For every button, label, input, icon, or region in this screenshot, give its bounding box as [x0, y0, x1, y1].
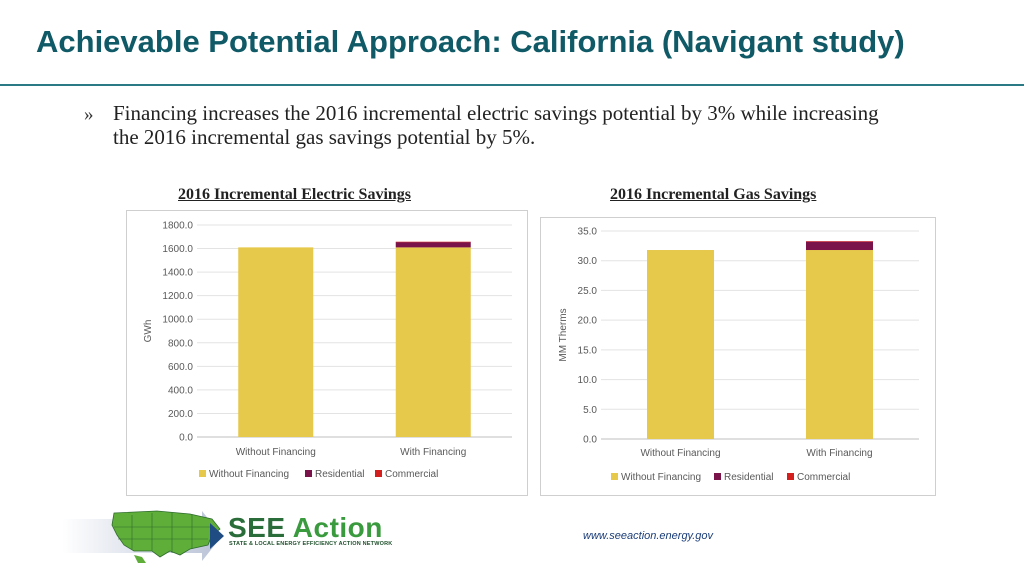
- bar-segment: [395, 247, 471, 437]
- electric-chart-svg: 0.0 200.0 400.0 600.0 800.0 1000.0 1200.0 1400.…: [143, 221, 512, 480]
- legend-swatch: [375, 470, 382, 477]
- bar-segment: [395, 242, 471, 248]
- logo-word-action: Action: [292, 512, 383, 543]
- y-tick-label: 800.0: [168, 338, 193, 349]
- legend-entry: Without Financing: [621, 472, 701, 483]
- x-category-label: Without Financing: [640, 448, 720, 459]
- electric-chart-title: 2016 Incremental Electric Savings: [178, 186, 412, 203]
- legend-swatch: [199, 470, 206, 477]
- y-tick-label: 20.0: [578, 316, 598, 327]
- y-tick-label: 0.0: [583, 435, 597, 446]
- x-category-label: With Financing: [806, 448, 872, 459]
- see-action-logo: [62, 510, 224, 563]
- electric-chart: 0.0 200.0 400.0 600.0 800.0 1000.0 1200.0 1400.…: [126, 210, 528, 496]
- bar-segment: [806, 250, 873, 439]
- logo-tagline: STATE & LOCAL ENERGY EFFICIENCY ACTION N…: [229, 541, 393, 547]
- logo-wordmark: SEE Action: [228, 512, 383, 544]
- y-tick-label: 200.0: [168, 409, 193, 420]
- us-map-borders: [114, 513, 212, 553]
- legend-entry: Commercial: [797, 472, 850, 483]
- legend-entry: Commercial: [385, 469, 438, 480]
- bar-segment: [806, 241, 873, 251]
- website-url[interactable]: www.seeaction.energy.gov: [583, 530, 714, 542]
- y-tick-label: 1600.0: [162, 244, 193, 255]
- title-divider: [0, 84, 1024, 86]
- y-tick-label: 30.0: [578, 256, 598, 267]
- y-tick-label: 0.0: [179, 433, 193, 444]
- y-tick-label: 600.0: [168, 362, 193, 373]
- legend-entry: Residential: [315, 469, 364, 480]
- y-tick-label: 400.0: [168, 385, 193, 396]
- y-tick-label: 15.0: [578, 345, 598, 356]
- y-tick-label: 1800.0: [162, 221, 193, 232]
- y-tick-label: 5.0: [583, 405, 597, 416]
- logo-word-see: SEE: [228, 512, 286, 543]
- gas-chart-title: 2016 Incremental Gas Savings: [610, 186, 817, 203]
- bar-segment: [395, 241, 471, 243]
- logo-arrow-head-icon: [210, 523, 224, 549]
- y-tick-label: 1400.0: [162, 268, 193, 279]
- us-map-island-icon: [134, 555, 146, 563]
- gas-chart-svg: 0.0 5.0 10.0 15.0 20.0 25.0 30.0 35.0 MM Therms W…: [558, 227, 919, 483]
- bullet-text: Financing increases the 2016 incremental…: [113, 101, 879, 149]
- y-tick-label: 25.0: [578, 286, 598, 297]
- slide-title: Achievable Potential Approach: Californi…: [36, 24, 905, 59]
- x-category-label: Without Financing: [236, 447, 316, 458]
- legend-entry: Without Financing: [209, 469, 289, 480]
- y-tick-label: 1200.0: [162, 291, 193, 302]
- bullet-marker: »: [84, 104, 94, 125]
- legend-swatch: [787, 473, 794, 480]
- us-map-icon: [111, 510, 221, 558]
- y-tick-label: 10.0: [578, 375, 598, 386]
- legend-swatch: [611, 473, 618, 480]
- legend-swatch: [714, 473, 721, 480]
- y-tick-label: 1000.0: [162, 315, 193, 326]
- legend-entry: Residential: [724, 472, 773, 483]
- y-tick-label: 35.0: [578, 227, 598, 238]
- gas-chart: 0.0 5.0 10.0 15.0 20.0 25.0 30.0 35.0 MM Therms W…: [540, 217, 936, 496]
- y-axis-label: GWh: [143, 320, 154, 343]
- bar-segment: [806, 241, 873, 242]
- bar-segment: [238, 247, 314, 437]
- y-axis-label: MM Therms: [558, 308, 569, 361]
- x-category-label: With Financing: [400, 447, 466, 458]
- legend-swatch: [305, 470, 312, 477]
- bar-segment: [647, 250, 714, 439]
